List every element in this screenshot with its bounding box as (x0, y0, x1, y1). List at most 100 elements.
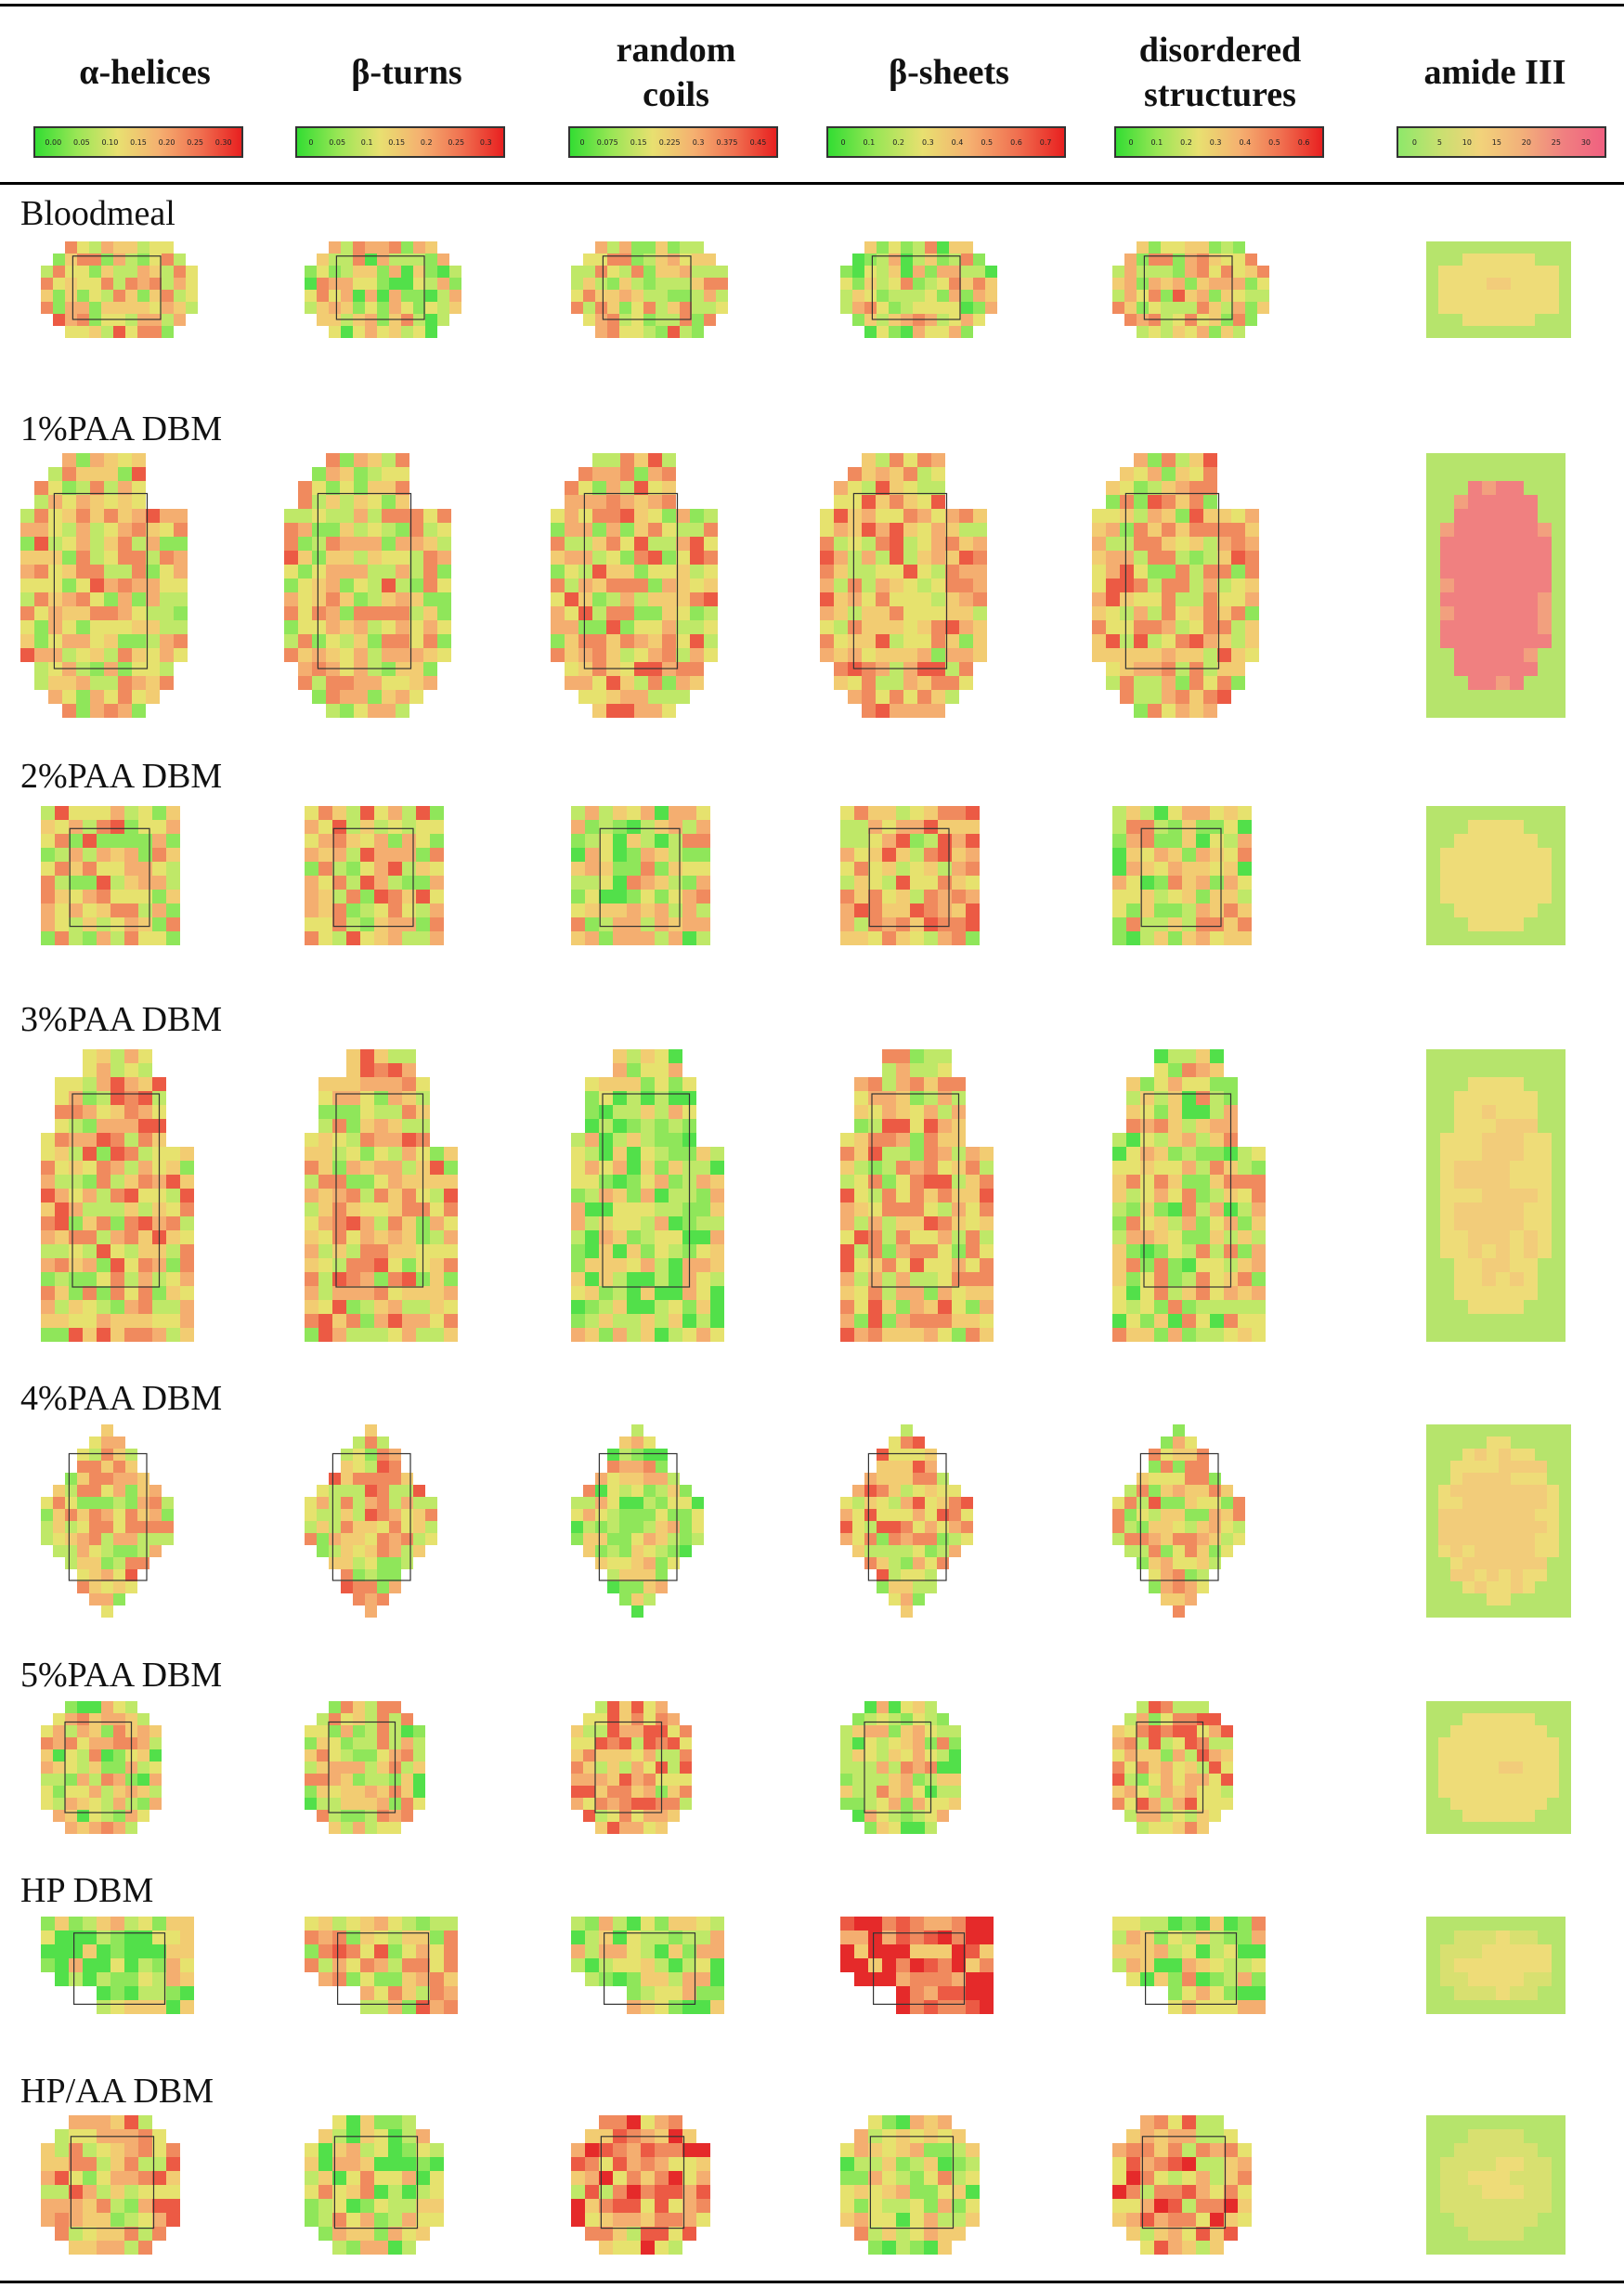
heatmap-cell (876, 1485, 889, 1497)
heatmap-cell (895, 1077, 910, 1091)
heatmap-cell (1552, 1300, 1566, 1314)
heatmap-cell (149, 1521, 162, 1533)
heatmap-cell (1440, 523, 1454, 537)
heatmap-cell (364, 1725, 377, 1737)
heatmap-cell (709, 1328, 724, 1342)
selection-outline (71, 1093, 160, 1288)
heatmap-cell (88, 1762, 101, 1774)
heatmap-cell (304, 1272, 318, 1286)
heatmap-cell (864, 1774, 877, 1786)
heatmap-cell (373, 1175, 388, 1189)
heatmap-cell (75, 606, 90, 620)
heatmap-cell (888, 1557, 901, 1569)
heatmap-cell (340, 1485, 353, 1497)
heatmap-cell (40, 1133, 55, 1147)
heatmap-cell (353, 509, 368, 523)
heatmap-cell (1547, 1569, 1559, 1581)
heatmap-cell (400, 1545, 413, 1557)
heatmap-cell (1487, 1461, 1499, 1473)
heatmap-cell (867, 1077, 882, 1091)
heatmap-cell (682, 917, 696, 931)
heatmap-cell (612, 890, 627, 904)
heatmap-cell (331, 862, 346, 876)
heatmap-cell (1440, 862, 1454, 876)
heatmap-cell (1511, 326, 1523, 338)
heatmap-cell (643, 1521, 656, 1533)
heatmap-cell (668, 848, 682, 862)
heatmap-cell (1137, 1798, 1150, 1810)
heatmap-cell (131, 565, 146, 578)
heatmap-cell (373, 876, 388, 890)
heatmap-cell (96, 1286, 110, 1300)
heatmap-cell (1468, 1049, 1482, 1063)
heatmap-cell (1112, 1147, 1127, 1161)
heatmap-cell (54, 806, 69, 820)
heatmap-cell (847, 523, 862, 537)
heatmap-cell (951, 806, 966, 820)
heatmap-cell (598, 1300, 613, 1314)
heatmap-cell (851, 278, 864, 290)
heatmap-cell (112, 1810, 125, 1822)
heatmap-cell (1126, 1091, 1141, 1105)
heatmap-cell (654, 1230, 669, 1244)
heatmap-cell (1552, 481, 1566, 495)
heatmap-cell (376, 326, 389, 338)
heatmap-cell (618, 326, 631, 338)
heatmap-cell (564, 565, 578, 578)
heatmap-cell (353, 481, 368, 495)
heatmap-cell (412, 1749, 425, 1762)
heatmap-cell (881, 1272, 896, 1286)
heatmap-cell (1196, 917, 1211, 931)
heatmap-cell (40, 1147, 55, 1161)
heatmap-cell (137, 1244, 152, 1258)
heatmap-cell (409, 620, 423, 634)
heatmap-cell (1510, 467, 1524, 481)
heatmap-cell (876, 1822, 889, 1834)
heatmap-cell (1173, 1725, 1186, 1737)
heatmap-cell (679, 266, 692, 278)
heatmap-cell (951, 1328, 966, 1342)
heatmap-cell (1510, 917, 1524, 931)
heatmap-cell (1552, 704, 1566, 718)
heatmap-cell (137, 1091, 152, 1105)
heatmap-cell (1524, 1272, 1538, 1286)
heatmap-cell (924, 290, 937, 302)
heatmap-cell (179, 1230, 194, 1244)
heatmap-cell (948, 1485, 961, 1497)
heatmap-cell (395, 578, 409, 592)
heatmap-cell (612, 917, 627, 931)
heatmap-cell (401, 1189, 416, 1202)
heatmap-cell (958, 676, 973, 690)
heatmap-cell (951, 904, 966, 917)
heatmap-cell (626, 1133, 641, 1147)
heatmap-cell (1185, 1822, 1198, 1834)
heatmap-cell (1149, 1557, 1162, 1569)
heatmap-cell (424, 1533, 437, 1545)
heatmap-cell (606, 1461, 619, 1473)
heatmap-cell (640, 1119, 655, 1133)
heatmap-cell (429, 848, 444, 862)
heatmap-svg (570, 1049, 724, 1342)
heatmap-cell (340, 1737, 353, 1749)
heatmap-cell (640, 1147, 655, 1161)
heatmap-cell (100, 1749, 113, 1762)
heatmap-cell (643, 1461, 656, 1473)
heatmap-cell (703, 578, 718, 592)
heatmap-cell (598, 1105, 613, 1119)
heatmap-cell (395, 495, 409, 509)
heatmap-cell (76, 1701, 89, 1713)
heatmap-cell (916, 453, 931, 467)
heatmap-cell (1454, 537, 1468, 551)
heatmap-cell (1154, 1189, 1169, 1202)
scale-tick-label: 0.6 (1010, 137, 1022, 147)
heatmap-cell (900, 1545, 913, 1557)
heatmap-cell (103, 551, 118, 565)
heatmap-cell (1510, 1077, 1524, 1091)
heatmap-cell (112, 1725, 125, 1737)
heatmap-cell (401, 1300, 416, 1314)
heatmap-cell (1450, 1485, 1462, 1497)
heatmap-cell (923, 1189, 938, 1202)
heatmap-cell (630, 1557, 643, 1569)
heatmap-cell (424, 1521, 437, 1533)
heatmap-cell (584, 820, 599, 834)
